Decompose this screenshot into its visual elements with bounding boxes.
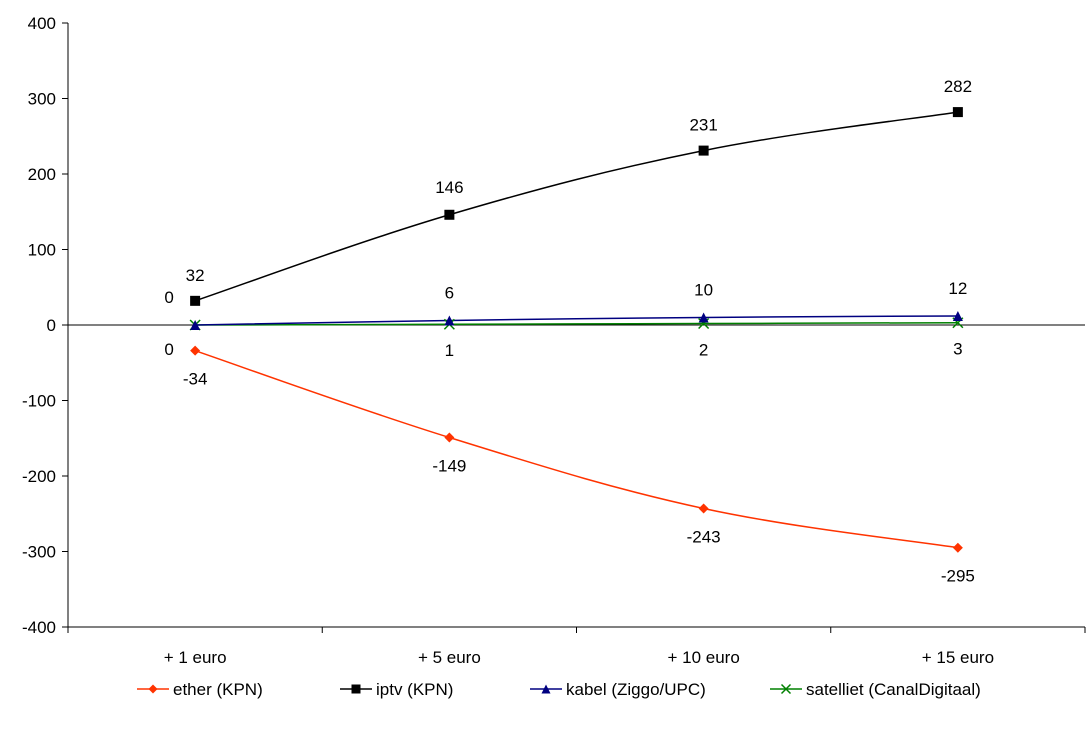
data-point — [698, 145, 709, 156]
data-label: 32 — [186, 266, 205, 285]
data-label: 3 — [953, 340, 962, 359]
data-point — [190, 345, 201, 356]
legend-label: kabel (Ziggo/UPC) — [566, 680, 706, 699]
x-tick-label: + 5 euro — [418, 648, 481, 667]
x-marker-stroke — [780, 683, 792, 695]
legend-marker — [541, 684, 551, 694]
data-label: 231 — [689, 116, 717, 135]
data-point — [190, 295, 201, 306]
series-line — [194, 111, 958, 302]
data-label: -34 — [183, 370, 208, 389]
series-line — [194, 349, 958, 549]
y-tick-label: -400 — [22, 618, 56, 637]
data-point — [190, 320, 201, 330]
data-label: -295 — [941, 567, 975, 586]
data-label: -149 — [432, 456, 466, 475]
legend-marker — [780, 683, 792, 695]
data-label: 1 — [445, 341, 454, 360]
legend: ether (KPN) iptv (KPN) kabel (Ziggo/UPC) sa… — [137, 680, 981, 699]
data-point — [444, 315, 455, 326]
data-label: 2 — [699, 340, 708, 359]
legend-label: iptv (KPN) — [376, 680, 453, 699]
data-point — [698, 312, 709, 323]
series-lines-layer — [194, 111, 958, 549]
legend-label: ether (KPN) — [173, 680, 263, 699]
series-line — [195, 315, 958, 326]
y-tick-label: -300 — [22, 543, 56, 562]
y-tick-label: 200 — [28, 165, 56, 184]
x-tick-label: + 15 euro — [922, 648, 994, 667]
data-point — [698, 503, 709, 514]
y-tick-label: 0 — [47, 316, 56, 335]
series-line — [195, 321, 958, 326]
data-label: 6 — [445, 283, 454, 302]
legend-marker — [148, 684, 158, 694]
x-tick-label: + 10 euro — [667, 648, 739, 667]
y-tick-label: 300 — [28, 90, 56, 109]
data-point — [952, 107, 963, 118]
y-tick-label: 100 — [28, 241, 56, 260]
x-tick-label: + 1 euro — [164, 648, 227, 667]
data-label: 282 — [944, 77, 972, 96]
data-point — [444, 432, 455, 443]
data-label: 10 — [694, 280, 713, 299]
data-point — [952, 542, 963, 553]
y-tick-label: 400 — [28, 14, 56, 33]
legend-label: satelliet (CanalDigitaal) — [806, 680, 981, 699]
data-label: 146 — [435, 178, 463, 197]
legend-marker — [351, 684, 361, 694]
data-label: 12 — [948, 279, 967, 298]
data-label: -243 — [687, 527, 721, 546]
y-tick-label: -100 — [22, 392, 56, 411]
data-point — [444, 209, 455, 220]
data-point — [952, 310, 963, 321]
data-label: 0 — [164, 288, 173, 307]
y-tick-label: -200 — [22, 467, 56, 486]
data-label: 0 — [164, 340, 173, 359]
markers-layer — [189, 107, 964, 553]
